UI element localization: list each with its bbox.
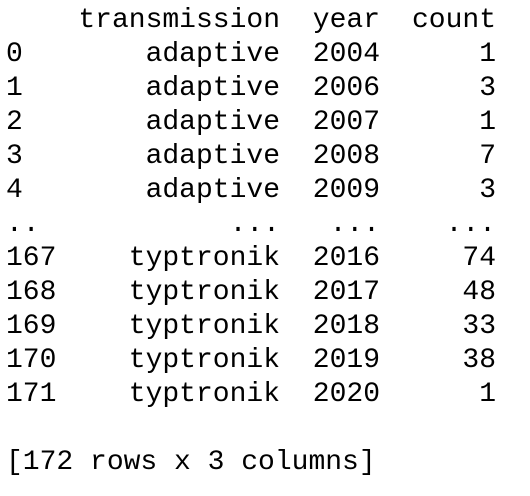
cell-transmission: typtronik [128, 311, 280, 342]
cell-year: 2009 [312, 175, 380, 206]
row-index: 169 [6, 311, 57, 342]
row-index: .. [6, 209, 40, 240]
row-index: 168 [6, 277, 57, 308]
cell-count: 3 [479, 175, 496, 206]
row-index: 3 [6, 141, 23, 172]
row-index: 4 [6, 175, 23, 206]
cell-transmission: typtronik [128, 277, 280, 308]
row-index: 0 [6, 39, 23, 70]
cell-count: ... [445, 209, 496, 240]
cell-transmission: typtronik [128, 345, 280, 376]
cell-transmission: ... [229, 209, 280, 240]
table-row: 0 adaptive 2004 1 [6, 38, 506, 72]
cell-transmission: adaptive [145, 175, 280, 206]
row-index: 1 [6, 73, 23, 104]
header-index [6, 4, 78, 38]
blank-line [6, 412, 506, 446]
header-year: year [312, 5, 380, 36]
table-row: 168 typtronik 2017 48 [6, 276, 506, 310]
table-row: 3 adaptive 2008 7 [6, 140, 506, 174]
cell-year: 2016 [312, 243, 380, 274]
cell-count: 33 [462, 311, 496, 342]
row-index: 167 [6, 243, 57, 274]
cell-transmission: adaptive [145, 39, 280, 70]
row-index: 171 [6, 379, 57, 410]
table-row: 2 adaptive 2007 1 [6, 106, 506, 140]
table-row: 167 typtronik 2016 74 [6, 242, 506, 276]
cell-year: 2006 [312, 73, 380, 104]
cell-transmission: typtronik [128, 379, 280, 410]
dataframe-summary: [172 rows x 3 columns] [6, 447, 376, 478]
cell-count: 3 [479, 73, 496, 104]
table-header: transmission year count [6, 4, 506, 38]
table-row: 169 typtronik 2018 33 [6, 310, 506, 344]
cell-year: 2017 [312, 277, 380, 308]
table-row: 170 typtronik 2019 38 [6, 344, 506, 378]
cell-transmission: adaptive [145, 73, 280, 104]
cell-year: 2008 [312, 141, 380, 172]
cell-year: 2019 [312, 345, 380, 376]
cell-transmission: typtronik [128, 243, 280, 274]
cell-transmission: adaptive [145, 107, 280, 138]
row-index: 170 [6, 345, 57, 376]
header-count: count [411, 5, 496, 36]
cell-count: 1 [479, 379, 496, 410]
ellipsis-row: .. ... ... ... [6, 208, 506, 242]
dataframe-output: transmission year count 0 adaptive 2004 … [6, 4, 506, 480]
cell-transmission: adaptive [145, 141, 280, 172]
table-row: 4 adaptive 2009 3 [6, 174, 506, 208]
cell-year: 2007 [312, 107, 380, 138]
cell-count: 48 [462, 277, 496, 308]
cell-year: 2020 [312, 379, 380, 410]
cell-count: 74 [462, 243, 496, 274]
cell-count: 1 [479, 39, 496, 70]
cell-year: 2004 [312, 39, 380, 70]
cell-year: ... [329, 209, 380, 240]
cell-year: 2018 [312, 311, 380, 342]
cell-count: 1 [479, 107, 496, 138]
table-row: 171 typtronik 2020 1 [6, 378, 506, 412]
table-row: 1 adaptive 2006 3 [6, 72, 506, 106]
cell-count: 7 [479, 141, 496, 172]
row-index: 2 [6, 107, 23, 138]
cell-count: 38 [462, 345, 496, 376]
header-transmission: transmission [78, 5, 280, 36]
